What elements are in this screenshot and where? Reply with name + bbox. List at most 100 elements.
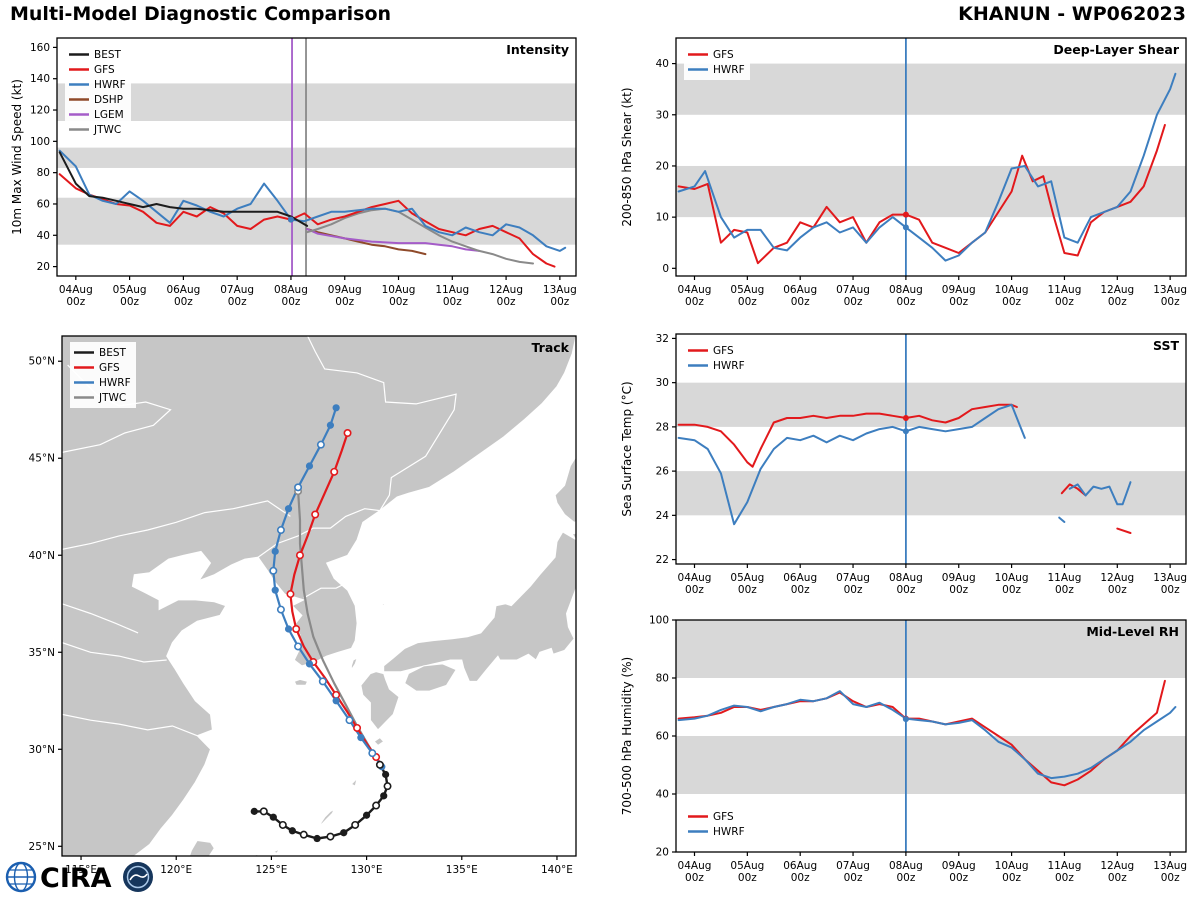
svg-text:40: 40 xyxy=(656,58,669,70)
svg-text:Deep-Layer Shear: Deep-Layer Shear xyxy=(1053,42,1179,57)
page-title: Multi-Model Diagnostic Comparison xyxy=(10,3,392,25)
svg-text:HWRF: HWRF xyxy=(713,360,745,372)
svg-text:160: 160 xyxy=(30,42,50,54)
svg-text:Track: Track xyxy=(532,340,570,355)
svg-text:700-500 hPa Humidity (%): 700-500 hPa Humidity (%) xyxy=(620,657,634,815)
svg-text:30°N: 30°N xyxy=(29,744,55,756)
rh-chart: 04Aug 00z 05Aug 00z 06Aug 00z 07Aug 00z 08Aug 00z… xyxy=(620,615,1187,885)
svg-text:HWRF: HWRF xyxy=(99,377,131,389)
svg-text:130°E: 130°E xyxy=(351,864,383,876)
svg-text:GFS: GFS xyxy=(99,362,120,374)
svg-text:10m Max Wind Speed (kt): 10m Max Wind Speed (kt) xyxy=(10,79,24,235)
svg-text:45°N: 45°N xyxy=(29,453,55,465)
svg-text:GFS: GFS xyxy=(713,345,734,357)
svg-text:100: 100 xyxy=(649,615,669,627)
svg-text:100: 100 xyxy=(30,136,50,148)
svg-text:JTWC: JTWC xyxy=(93,124,121,136)
svg-text:0: 0 xyxy=(662,263,669,275)
svg-text:Mid-Level RH: Mid-Level RH xyxy=(1086,624,1179,639)
svg-text:LGEM: LGEM xyxy=(94,109,124,121)
svg-text:25°N: 25°N xyxy=(29,841,55,853)
legend: BEST GFS HWRF JTWC xyxy=(70,342,136,408)
svg-text:20: 20 xyxy=(37,261,50,273)
track-map: 115°E 120°E 125°E 130°E 135°E 140°E 25°N 30°N 35… xyxy=(29,335,577,876)
svg-text:140: 140 xyxy=(30,73,50,85)
svg-text:115°E: 115°E xyxy=(65,864,97,876)
svg-text:60: 60 xyxy=(656,731,669,743)
svg-text:28: 28 xyxy=(656,421,669,433)
intensity-chart: 04Aug 00z 05Aug 00z 06Aug 00z 07Aug 00z 08Aug 00z… xyxy=(10,37,577,308)
svg-text:22: 22 xyxy=(656,554,669,566)
svg-text:40°N: 40°N xyxy=(29,550,55,562)
svg-text:GFS: GFS xyxy=(713,811,734,823)
svg-text:24: 24 xyxy=(656,510,670,522)
header: Multi-Model Diagnostic Comparison KHANUN… xyxy=(0,3,1200,29)
storm-id: KHANUN - WP062023 xyxy=(958,3,1186,25)
legend: GFS HWRF xyxy=(684,340,750,376)
svg-text:26: 26 xyxy=(656,466,670,478)
cira-globe-icon xyxy=(5,861,37,893)
svg-text:HWRF: HWRF xyxy=(94,79,126,91)
svg-text:HWRF: HWRF xyxy=(713,826,745,838)
svg-text:80: 80 xyxy=(656,673,669,685)
svg-text:DSHP: DSHP xyxy=(94,94,123,106)
svg-text:10: 10 xyxy=(656,212,669,224)
svg-text:BEST: BEST xyxy=(99,347,127,359)
svg-text:120°E: 120°E xyxy=(160,864,192,876)
partner-seal-icon xyxy=(123,862,153,892)
svg-text:32: 32 xyxy=(656,333,669,345)
svg-text:JTWC: JTWC xyxy=(98,392,126,404)
svg-text:35°N: 35°N xyxy=(29,647,55,659)
svg-text:20: 20 xyxy=(656,160,669,172)
cira-logo-text: CIRA xyxy=(40,863,112,894)
svg-text:40: 40 xyxy=(37,230,50,242)
svg-text:200-850 hPa Shear (kt): 200-850 hPa Shear (kt) xyxy=(620,87,634,226)
svg-text:30: 30 xyxy=(656,377,669,389)
cira-logo: CIRA xyxy=(5,861,153,894)
svg-text:SST: SST xyxy=(1153,338,1179,353)
svg-text:BEST: BEST xyxy=(94,49,122,61)
legend: GFS HWRF xyxy=(684,806,750,842)
svg-text:135°E: 135°E xyxy=(446,864,478,876)
svg-text:40: 40 xyxy=(656,789,669,801)
svg-text:HWRF: HWRF xyxy=(713,64,745,76)
shear-chart: 04Aug 00z 05Aug 00z 06Aug 00z 07Aug 00z 08Aug 00z… xyxy=(620,37,1187,308)
svg-text:30: 30 xyxy=(656,109,669,121)
legend: BEST GFS HWRF DSHP LGEM JTWC xyxy=(65,44,131,140)
